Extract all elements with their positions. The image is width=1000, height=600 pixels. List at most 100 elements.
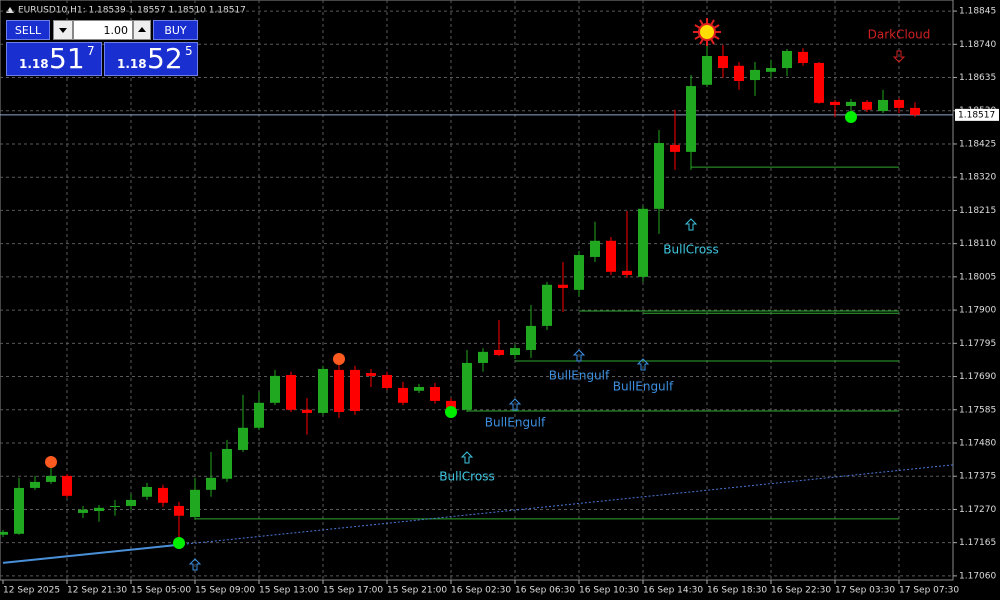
candle-body: [174, 505, 184, 516]
y-tick-label: 1.18635: [959, 73, 996, 83]
lot-input[interactable]: 1.00: [73, 20, 133, 40]
y-tick-label: 1.18110: [959, 239, 996, 249]
candle-body: [862, 101, 872, 110]
candle-body: [526, 325, 536, 350]
plot-frame: [0, 0, 954, 581]
candle-body: [286, 374, 296, 410]
marker: [45, 456, 57, 468]
x-tick-label: 17 Sep 07:30: [899, 586, 959, 596]
x-tick-label: 16 Sep 18:30: [707, 586, 767, 596]
down-icon: [59, 28, 67, 33]
signal-label: BullEngulf: [485, 416, 546, 430]
marker: [173, 537, 185, 549]
x-tick-label: 12 Sep 21:30: [67, 586, 127, 596]
buy-button[interactable]: BUY: [153, 20, 198, 40]
signal-arrow: [684, 218, 698, 231]
y-tick-label: 1.18740: [959, 40, 996, 50]
sun-ray: [713, 24, 720, 29]
candle-body: [446, 400, 456, 409]
signal-label: BullCross: [439, 470, 494, 484]
candle-body: [462, 362, 472, 410]
x-tick-label: 16 Sep 14:30: [643, 586, 703, 596]
candle-body: [302, 409, 312, 413]
candle-body: [414, 386, 424, 391]
candle-body: [830, 101, 840, 106]
sell-price[interactable]: 1.18 51 7: [6, 42, 102, 76]
signal-arrow: [892, 50, 906, 63]
candle-body: [510, 348, 520, 356]
sell-button[interactable]: SELL: [6, 20, 50, 40]
candle-body: [110, 505, 120, 507]
marker: [445, 406, 457, 418]
candle-body: [158, 487, 168, 503]
candle-body: [78, 509, 88, 513]
candle-body: [222, 449, 232, 479]
candle-body: [686, 86, 696, 152]
signal-arrow: [460, 451, 474, 464]
candle-body: [798, 51, 808, 63]
y-tick-label: 1.17480: [959, 438, 996, 448]
y-tick-label: 1.18425: [959, 139, 996, 149]
candle-body: [494, 349, 504, 356]
price-point: 7: [87, 44, 95, 58]
trend-line-extension: [178, 464, 954, 546]
signal-arrow: [636, 358, 650, 371]
x-tick-label: 16 Sep 06:30: [515, 586, 575, 596]
sun-ray: [710, 19, 715, 26]
candle-body: [46, 475, 56, 482]
sun-ray: [713, 35, 720, 40]
y-tick-label: 1.17690: [959, 372, 996, 382]
candle-body: [814, 62, 824, 103]
candle-body: [878, 99, 888, 112]
up-icon: [138, 27, 146, 32]
candle-body: [318, 368, 328, 413]
y-tick-label: 1.18215: [959, 206, 996, 216]
price-pips: 51: [49, 42, 85, 75]
signal-label: BullEngulf: [613, 380, 674, 394]
x-tick-label: 15 Sep 17:00: [323, 586, 383, 596]
signal-label: DarkCloud: [868, 28, 931, 42]
candle-body: [574, 255, 584, 290]
candle-body: [238, 427, 248, 450]
y-tick-label: 1.17795: [959, 339, 996, 349]
x-tick-label: 15 Sep 13:00: [259, 586, 319, 596]
y-tick-label: 1.18005: [959, 272, 996, 282]
sun-ray: [694, 24, 701, 29]
candle-body: [750, 69, 760, 81]
marker: [698, 23, 716, 41]
x-tick-label: 15 Sep 09:00: [195, 586, 255, 596]
candle-body: [254, 402, 264, 428]
candle-body: [398, 387, 408, 403]
lot-down[interactable]: [53, 20, 73, 40]
bid-label: 1.18517: [958, 110, 995, 120]
candle-body: [766, 68, 776, 72]
buy-price[interactable]: 1.18 52 5: [104, 42, 198, 76]
candle-body: [270, 375, 280, 403]
x-tick-label: 16 Sep 02:30: [451, 586, 511, 596]
candle-body: [606, 240, 616, 272]
lot-up[interactable]: [133, 20, 151, 40]
x-tick-label: 12 Sep 2025: [3, 586, 60, 596]
bid-label-box: [955, 108, 999, 121]
candle-body: [62, 475, 72, 496]
x-tick-label: 16 Sep 10:30: [579, 586, 639, 596]
y-tick-label: 1.17270: [959, 505, 996, 515]
x-tick-label: 16 Sep 22:30: [771, 586, 831, 596]
candle-body: [542, 284, 552, 326]
x-tick-label: 17 Sep 03:30: [835, 586, 895, 596]
sun-ray: [694, 35, 701, 40]
signal-label: BullCross: [663, 243, 718, 257]
chart-title: EURUSD10,H1: 1.18539 1.18557 1.18510 1.1…: [18, 6, 246, 16]
candle-body: [670, 144, 680, 152]
candle-body: [478, 351, 488, 363]
candle-body: [702, 56, 712, 85]
y-tick-label: 1.17900: [959, 306, 996, 316]
price-big: 1.18: [117, 57, 147, 71]
marker: [333, 353, 345, 365]
x-tick-label: 15 Sep 05:00: [131, 586, 191, 596]
candle-body: [622, 270, 632, 275]
candle-body: [30, 481, 40, 488]
price-big: 1.18: [19, 57, 49, 71]
candle-body: [350, 369, 360, 412]
